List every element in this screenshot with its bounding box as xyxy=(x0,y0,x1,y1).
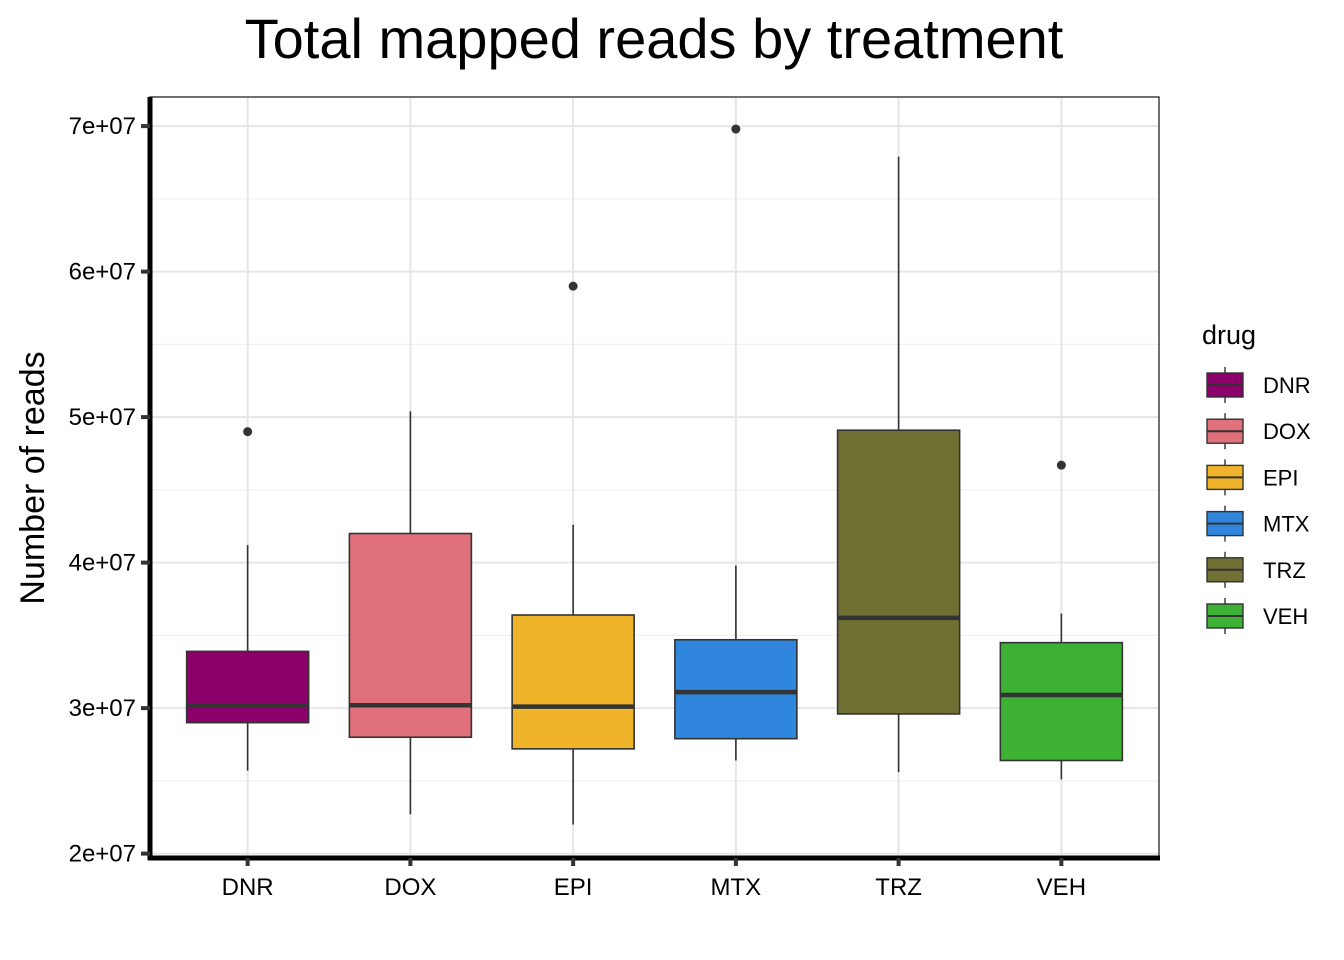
legend-label: MTX xyxy=(1263,512,1310,537)
box-epi xyxy=(511,281,635,825)
boxes-layer xyxy=(185,124,1124,825)
box-dox xyxy=(348,411,473,815)
box-iqr xyxy=(511,614,635,750)
x-tick-label: TRZ xyxy=(875,874,922,901)
x-tick-label: DNR xyxy=(222,874,274,901)
legend-label: VEH xyxy=(1263,604,1308,629)
x-tick-label: EPI xyxy=(554,874,593,901)
box-iqr xyxy=(836,429,961,715)
y-tick-label: 6e+07 xyxy=(69,259,136,286)
legend-label: DOX xyxy=(1263,419,1311,444)
legend-item-dox: DOX xyxy=(1206,413,1311,450)
y-tick-label: 4e+07 xyxy=(69,550,136,577)
box-iqr xyxy=(185,650,310,724)
box-trz xyxy=(836,156,961,773)
box-iqr xyxy=(999,641,1124,762)
x-tick-label: DOX xyxy=(384,874,436,901)
legend-label: DNR xyxy=(1263,373,1311,398)
box-iqr xyxy=(674,638,798,740)
legend: drug DNR DOX EPI MTX TRZ VEH xyxy=(1202,320,1311,634)
box-veh xyxy=(999,460,1124,780)
axes-layer: 2e+07 3e+07 4e+07 5e+07 6e+07 7e+07 DNR DOX EPI M… xyxy=(69,96,1160,901)
box-mtx xyxy=(674,124,798,761)
outlier-point xyxy=(731,124,741,134)
plot-panel xyxy=(150,97,1159,858)
y-tick-label: 7e+07 xyxy=(69,113,136,140)
x-tick-label: VEH xyxy=(1037,874,1086,901)
legend-item-epi: EPI xyxy=(1206,459,1298,496)
y-tick-label: 2e+07 xyxy=(69,841,136,868)
legend-item-trz: TRZ xyxy=(1206,551,1306,588)
outlier-point xyxy=(568,281,578,291)
legend-item-veh: VEH xyxy=(1206,598,1308,634)
y-tick-label: 3e+07 xyxy=(69,695,136,722)
legend-title: drug xyxy=(1202,320,1256,350)
x-tick-label: MTX xyxy=(711,874,762,901)
legend-label: EPI xyxy=(1263,465,1298,490)
legend-item-mtx: MTX xyxy=(1206,505,1310,542)
outlier-point xyxy=(243,427,253,437)
grid-lines xyxy=(150,97,1159,858)
outlier-point xyxy=(1056,460,1066,470)
legend-label: TRZ xyxy=(1263,558,1306,583)
box-dnr xyxy=(185,427,310,771)
chart-title: Total mapped reads by treatment xyxy=(245,7,1064,70)
y-axis-label: Number of reads xyxy=(14,351,52,604)
y-tick-label: 5e+07 xyxy=(69,404,136,431)
legend-item-dnr: DNR xyxy=(1206,367,1311,403)
